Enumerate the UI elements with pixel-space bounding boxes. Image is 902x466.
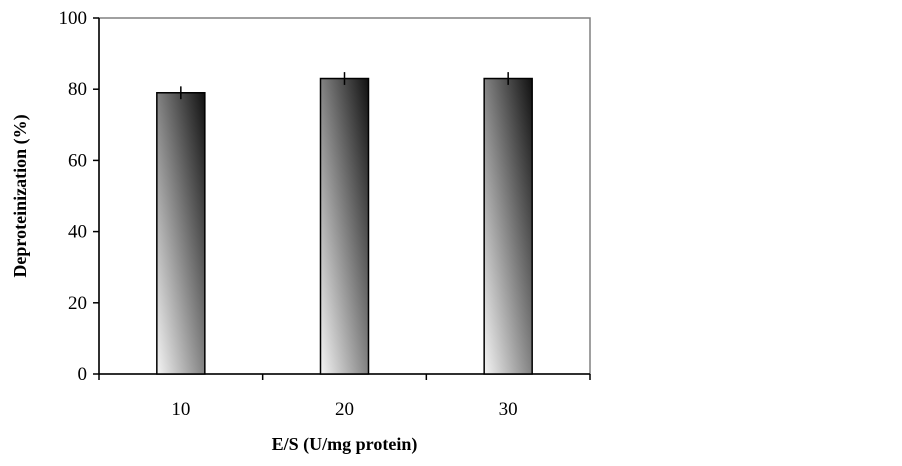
x-tick-label: 10 bbox=[171, 399, 190, 420]
y-tick-label: 80 bbox=[68, 79, 87, 100]
bar-30 bbox=[483, 77, 533, 375]
y-axis-title: Deproteinization (%) bbox=[10, 114, 31, 277]
y-tick-label: 60 bbox=[68, 150, 87, 171]
bar-series bbox=[156, 77, 533, 375]
x-tick-label: 30 bbox=[499, 399, 518, 420]
y-tick-label: 20 bbox=[68, 293, 87, 314]
x-axis-ticks: 10 20 30 bbox=[98, 374, 591, 420]
y-tick-label: 100 bbox=[59, 8, 88, 29]
y-axis-ticks: 0 20 40 60 80 100 bbox=[59, 8, 99, 385]
y-tick-label: 0 bbox=[78, 364, 88, 385]
bar-10 bbox=[156, 92, 206, 375]
x-tick-label: 20 bbox=[335, 399, 354, 420]
y-tick-label: 40 bbox=[68, 222, 87, 243]
x-axis-title: E/S (U/mg protein) bbox=[272, 434, 418, 455]
error-bars bbox=[180, 72, 509, 100]
bar-20 bbox=[319, 77, 370, 375]
